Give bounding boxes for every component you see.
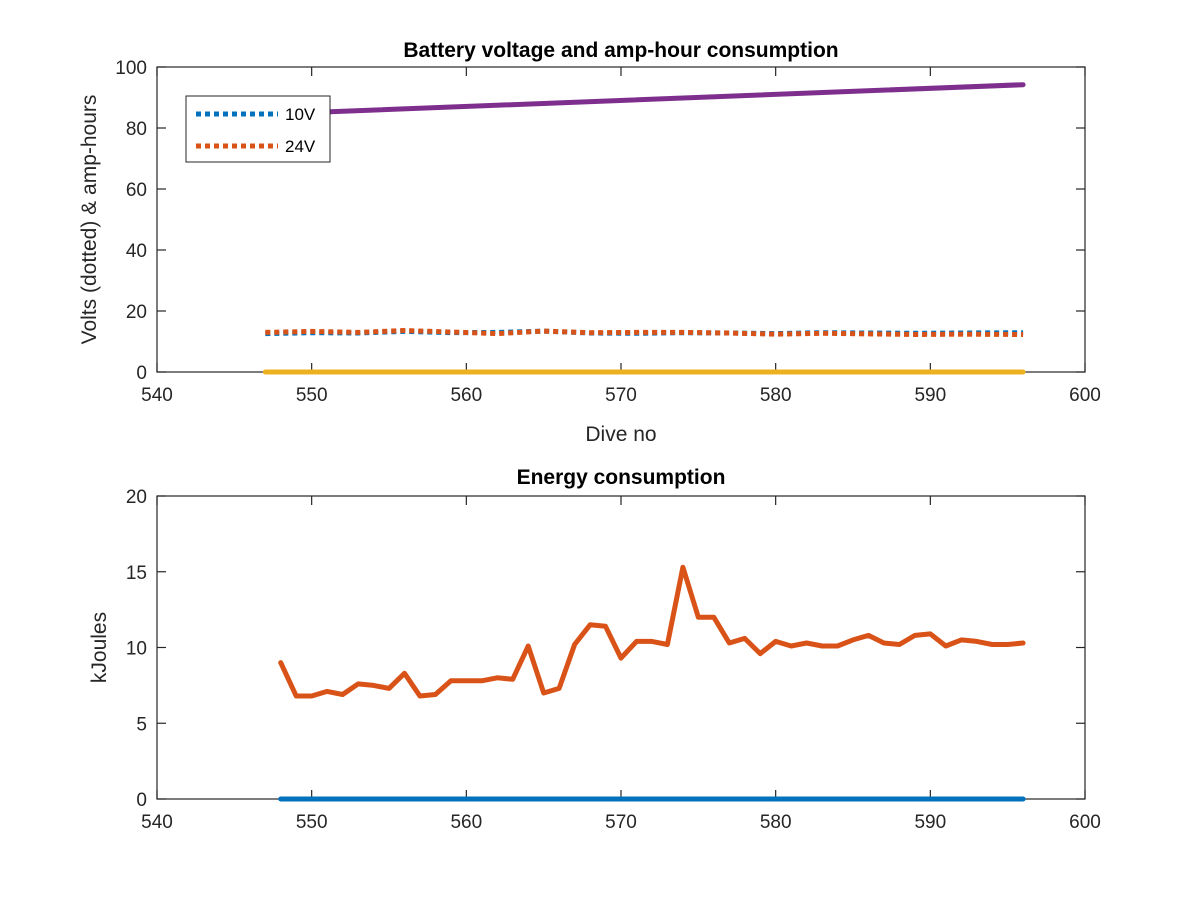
- series-line-0: [278, 564, 1026, 699]
- y-tick-label: 10: [126, 639, 147, 660]
- y-tick-label: 100: [115, 58, 147, 79]
- y-tick-label: 0: [136, 790, 147, 811]
- y-tick-label: 15: [126, 563, 147, 584]
- x-tick-label: 540: [141, 812, 173, 833]
- legend-box: [185, 95, 331, 163]
- x-tick-label: 570: [605, 385, 637, 406]
- y-tick-label: 80: [126, 119, 147, 140]
- x-tick-label: 560: [450, 385, 482, 406]
- x-tick-label: 560: [450, 812, 482, 833]
- chart-energy-consumption: 540 550 560 570 580 590 600 0 5 10 15 20 Energy cons…: [88, 466, 1101, 833]
- x-tick-label: 600: [1069, 812, 1101, 833]
- y-tick-label: 5: [136, 714, 147, 735]
- y-tick-label: 60: [126, 180, 147, 201]
- series-line-3: [262, 82, 1026, 117]
- chart-battery-voltage: 540 550 560 570 580 590 600 0 20 40 60 80 100 Battery…: [78, 39, 1101, 446]
- x-tick-label: 550: [296, 385, 328, 406]
- y-tick-label: 0: [136, 363, 147, 384]
- y-tick-label: 40: [126, 241, 147, 262]
- x-tick-label: 540: [141, 385, 173, 406]
- x-tick-label: 600: [1069, 385, 1101, 406]
- y-tick-label: 20: [126, 302, 147, 323]
- x-tick-label: 550: [296, 812, 328, 833]
- legend: 10V 24V: [185, 95, 331, 163]
- y-tick-label: 20: [126, 487, 147, 508]
- x-axis-label: Dive no: [585, 423, 656, 446]
- y-axis-label: Volts (dotted) & amp-hours: [78, 95, 101, 345]
- x-tick-label: 590: [914, 812, 946, 833]
- y-axis-label: kJoules: [88, 612, 111, 683]
- chart-title: Energy consumption: [517, 466, 726, 489]
- legend-label: 24V: [285, 137, 316, 156]
- x-tick-label: 580: [760, 812, 792, 833]
- legend-label: 10V: [285, 105, 316, 124]
- x-tick-label: 580: [760, 385, 792, 406]
- x-tick-label: 590: [914, 385, 946, 406]
- series-line-24v: [265, 328, 1024, 337]
- chart-title: Battery voltage and amp-hour consumption: [403, 39, 838, 62]
- x-tick-label: 570: [605, 812, 637, 833]
